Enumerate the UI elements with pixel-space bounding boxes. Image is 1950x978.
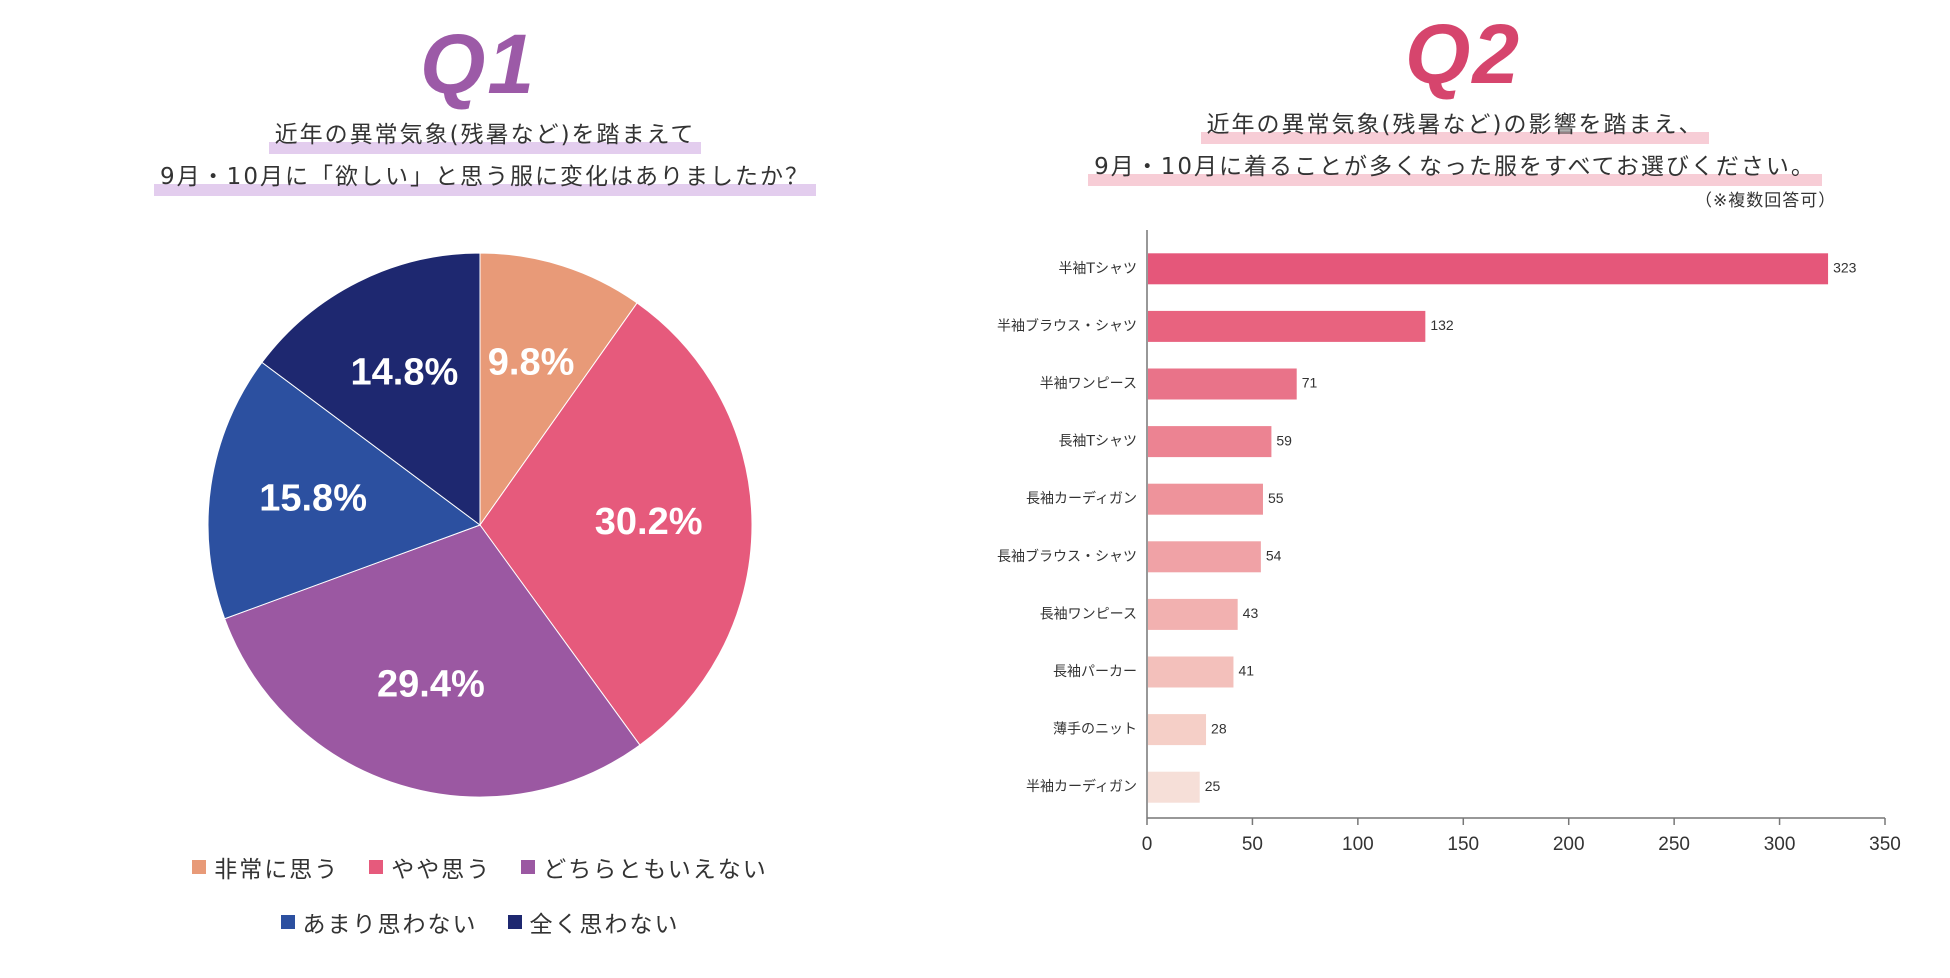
bar-3 <box>1148 368 1297 400</box>
q1-question-line2: 9月・10月に「欲しい」と思う服に変化はありましたか？ <box>154 164 816 190</box>
bar-category-label-8: 長袖パーカー <box>1053 664 1137 680</box>
bar-2 <box>1148 310 1426 342</box>
legend-label-4: あまり思わない <box>302 912 478 938</box>
bar-value-label-2: 132 <box>1430 317 1454 333</box>
x-tick-label-6: 300 <box>1764 834 1796 855</box>
bar-4 <box>1148 426 1272 458</box>
bar-value-label-8: 41 <box>1238 663 1254 679</box>
q2-title: Q2 <box>1405 7 1522 101</box>
pie-slice-label-2: 30.2% <box>595 501 703 543</box>
legend-label-3: どちらともいえない <box>543 857 768 883</box>
legend-label-2: やや思う <box>391 857 492 883</box>
x-tick-label-7: 350 <box>1869 834 1901 855</box>
bar-category-label-1: 半袖Tシャツ <box>1058 261 1137 277</box>
q1-panel: Q1 近年の異常気象(残暑など)を踏まえて 9月・10月に「欲しい」と思う服に変… <box>0 0 960 978</box>
legend-item-2: やや思う <box>369 850 491 884</box>
legend-item-5: 全く思わない <box>507 905 680 939</box>
pie-legend-row1: 非常に思う やや思う どちらともいえない <box>0 850 960 884</box>
bar-10 <box>1148 771 1200 803</box>
bar-6 <box>1148 541 1261 573</box>
bar-chart: 0 50 100 150 200 250 300 350 半袖Tシャツ 323 半袖ブラウス・シャツ… <box>997 230 1901 855</box>
x-tick-label-5: 250 <box>1658 834 1690 855</box>
bar-9 <box>1148 714 1207 746</box>
bar-category-label-3: 半袖ワンピース <box>1040 376 1137 392</box>
x-tick-label-1: 50 <box>1242 834 1263 855</box>
q1-question-line1: 近年の異常気象(残暑など)を踏まえて <box>269 122 702 148</box>
bar-category-label-5: 長袖カーディガン <box>1026 490 1137 507</box>
bar-value-label-7: 43 <box>1243 605 1259 621</box>
x-tick-label-2: 100 <box>1342 834 1374 855</box>
q2-note: （※複数回答可） <box>1695 191 1837 211</box>
bar-category-label-10: 半袖カーディガン <box>1026 778 1137 795</box>
bar-category-label-9: 薄手のニット <box>1053 722 1137 738</box>
pie-slice-label-3: 29.4% <box>377 663 485 705</box>
bar-value-label-9: 28 <box>1211 720 1227 736</box>
legend-label-1: 非常に思う <box>214 857 340 883</box>
bar-value-label-10: 25 <box>1205 778 1221 794</box>
x-tick-label-0: 0 <box>1142 834 1153 855</box>
legend-swatch-2 <box>369 860 384 874</box>
pie-chart: 9.8% 30.2% 29.4% 15.8% 14.8% <box>207 252 753 798</box>
pie-slice-label-5: 14.8% <box>351 351 459 393</box>
bar-value-label-5: 55 <box>1268 490 1284 506</box>
pie-slice-3 <box>224 524 641 798</box>
q2-question-line2: 9月・10月に着ることが多くなった服をすべてお選びください。 <box>1088 154 1822 180</box>
bar-category-label-2: 半袖ブラウス・シャツ <box>997 317 1137 334</box>
legend-swatch-1 <box>192 860 207 874</box>
bar-category-label-7: 長袖ワンピース <box>1040 606 1137 622</box>
pie-slice-label-1: 9.8% <box>488 341 575 383</box>
bar-8 <box>1148 656 1234 688</box>
legend-label-5: 全く思わない <box>529 912 680 938</box>
bar-value-label-1: 323 <box>1833 260 1857 276</box>
pie-slice-4 <box>207 361 482 620</box>
pie-slice-1 <box>479 252 638 527</box>
bar-value-label-4: 59 <box>1276 432 1292 448</box>
x-tick-label-4: 200 <box>1553 834 1585 855</box>
bar-category-label-6: 長袖ブラウス・シャツ <box>997 548 1137 565</box>
bar-7 <box>1148 598 1238 630</box>
legend-item-3: どちらともいえない <box>521 850 768 884</box>
bar-value-label-6: 54 <box>1266 548 1282 564</box>
bar-5 <box>1148 483 1263 515</box>
pie-slice-5 <box>261 252 481 526</box>
legend-swatch-5 <box>507 915 522 929</box>
bar-category-label-4: 長袖Tシャツ <box>1058 434 1137 450</box>
bar-1 <box>1148 253 1829 285</box>
legend-swatch-4 <box>280 915 295 929</box>
legend-item-4: あまり思わない <box>280 905 478 939</box>
q1-title: Q1 <box>420 17 537 111</box>
pie-slice-label-4: 15.8% <box>259 478 367 520</box>
pie-slice-2 <box>479 302 753 746</box>
q2-panel: Q2 近年の異常気象(残暑など)の影響を踏まえ、 9月・10月に着ることが多くな… <box>960 0 1950 978</box>
q2-question-line1: 近年の異常気象(残暑など)の影響を踏まえ、 <box>1201 112 1710 138</box>
legend-swatch-3 <box>521 860 536 874</box>
bar-value-label-3: 71 <box>1302 375 1318 391</box>
pie-legend-row2: あまり思わない 全く思わない <box>0 905 960 939</box>
x-tick-label-3: 150 <box>1447 834 1479 855</box>
legend-item-1: 非常に思う <box>192 850 339 884</box>
